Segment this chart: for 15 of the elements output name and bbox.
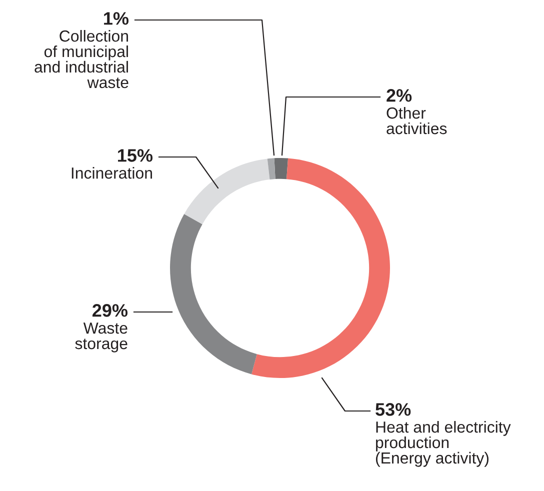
slice-label: Collection of municipal and industrial waste <box>34 30 128 88</box>
slice-label: Waste storage <box>75 322 128 352</box>
donut-slice <box>184 158 270 224</box>
data-label: 29% <box>92 304 128 317</box>
slice-label: Incineration <box>72 167 152 179</box>
slice-label: Heat and electricity production (Energy activity) <box>376 421 511 467</box>
donut-slice <box>267 158 276 180</box>
donut-slice <box>252 158 390 378</box>
data-label: 53% <box>376 403 411 416</box>
donut-slice <box>274 158 288 180</box>
data-label: 2% <box>386 89 412 102</box>
data-label: 15% <box>118 149 153 162</box>
slice-label: Other activities <box>386 107 447 134</box>
donut-slice <box>170 214 257 374</box>
data-label: 1% <box>104 12 129 25</box>
